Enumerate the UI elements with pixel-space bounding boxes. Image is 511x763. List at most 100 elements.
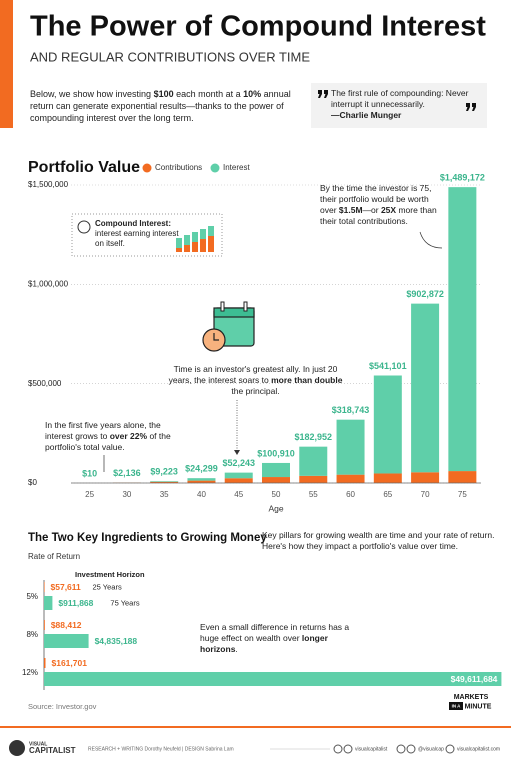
bar-segment [150, 481, 179, 482]
social: visualcapitalist.com [457, 746, 500, 752]
x-tick-label: 35 [160, 490, 169, 499]
text-run: —or [362, 205, 381, 215]
text-run: In the first five years alone, the inter… [45, 420, 161, 441]
intro: Below, we show how investing $100 each m… [30, 88, 300, 124]
callout-box [71, 213, 223, 257]
bar [44, 596, 53, 610]
y-tick-label: 5% [26, 592, 38, 601]
icon-bar [192, 242, 198, 252]
text-run: . [235, 644, 238, 654]
logo: VISUAL [29, 741, 47, 747]
x-tick-label: 75 [458, 490, 467, 499]
annotation: Even a small difference in returns has a… [200, 622, 360, 655]
y-tick-label: $1,500,000 [28, 180, 69, 189]
divider [0, 726, 511, 728]
y-axis-title: Rate of Return [28, 552, 80, 561]
value-label: $902,872 [406, 289, 444, 299]
subtitle: AND REGULAR CONTRIBUTIONS OVER TIME [30, 49, 310, 64]
bar-segment [187, 478, 216, 481]
quote-box [311, 83, 487, 128]
callout: Compound Interest: interest earning inte… [95, 219, 185, 249]
icon-bar [184, 235, 190, 245]
legend-title: Investment Horizon [75, 570, 145, 579]
value-label: $52,243 [222, 458, 255, 468]
x-tick-label: 50 [272, 490, 281, 499]
text-run: more than their total contributions. [320, 205, 437, 226]
x-axis-title: Age [268, 503, 283, 513]
legend-label: Contributions [155, 163, 202, 172]
value-label: $4,835,188 [95, 636, 138, 646]
y-tick-label: $500,000 [28, 379, 62, 388]
brand: MINUTE [465, 703, 492, 710]
x-tick-label: 25 [85, 490, 94, 499]
y-tick-label: 12% [22, 668, 38, 677]
value-label: $10 [82, 468, 97, 478]
bar-segment [262, 462, 290, 478]
icon-bar [208, 226, 214, 236]
text-run: annual return can generate exponential r… [30, 89, 291, 123]
y-tick-label: $1,000,000 [28, 279, 69, 288]
annotation: Time is an investor's greatest ally. In … [168, 364, 343, 397]
credits: RESEARCH + WRITING Dorothy Neufeld | DES… [88, 746, 234, 752]
bar-segment [224, 472, 253, 479]
text-run: $100 [153, 89, 174, 99]
annotation: In the first five years alone, the inter… [45, 420, 175, 453]
text-run: longer horizons [200, 633, 328, 654]
text-run: Below, we show how investing [30, 89, 154, 99]
social-icon [445, 744, 455, 754]
legend-label: Interest [223, 163, 250, 172]
bar-segment [262, 477, 290, 483]
bar-segment [373, 375, 402, 474]
quote-text: The first rule of compounding: Never int… [331, 88, 469, 109]
value-label: $100,910 [257, 448, 295, 458]
text-run: of the portfolio's total value. [45, 431, 171, 452]
accent-stripe [0, 0, 13, 128]
text-run: more than double [271, 375, 343, 385]
x-tick-label: 30 [122, 490, 131, 499]
bar-segment [224, 478, 253, 483]
bar [44, 620, 45, 630]
social: @visualcap [418, 746, 444, 752]
text-run: 10% [243, 89, 262, 99]
bar [44, 582, 45, 592]
value-label: $24,299 [185, 464, 218, 474]
callout-title: Compound Interest: [95, 219, 171, 228]
brand-box [449, 702, 463, 710]
icon-bar [176, 248, 182, 252]
arrow-head [234, 450, 240, 455]
quote-mark [318, 90, 328, 98]
text-run: 25X [380, 205, 397, 215]
bar-segment [373, 473, 402, 483]
bar-segment [150, 481, 179, 483]
text-run: Time is an investor's greatest ally. In … [168, 364, 338, 385]
value-label: $182,952 [294, 432, 332, 442]
bar-segment [299, 446, 328, 476]
text-run: over 22% [109, 431, 148, 441]
quote-mark [466, 103, 476, 111]
value-label: $1,489,172 [440, 173, 485, 183]
bar-segment [411, 472, 440, 483]
bar-segment [411, 303, 440, 473]
chart-title: The Two Key Ingredients to Growing Money [28, 532, 267, 544]
bar-segment [336, 419, 365, 475]
chart-title: Portfolio Value [28, 159, 140, 176]
bar-segment [448, 471, 477, 483]
icon-bar [176, 238, 182, 248]
text-run: By the time the investor is 75, their po… [320, 183, 432, 215]
bar [44, 634, 89, 648]
icon-bar [184, 245, 190, 252]
value-label: $911,868 [58, 598, 93, 608]
rate-chart: The Two Key Ingredients to Growing Money… [22, 532, 502, 690]
y-tick-label: $0 [28, 478, 37, 487]
quote-author: —Charlie Munger [331, 110, 402, 120]
value-label: $49,611,684 [451, 674, 498, 684]
x-tick-label: 60 [346, 490, 355, 499]
annotation: By the time the investor is 75, their po… [320, 183, 445, 227]
value-label: $57,611 [51, 582, 82, 592]
text-run: $1.5M [338, 205, 363, 215]
x-tick-label: 55 [309, 490, 318, 499]
bar-segment [336, 474, 365, 483]
logo: CAPITALIST [29, 746, 76, 755]
